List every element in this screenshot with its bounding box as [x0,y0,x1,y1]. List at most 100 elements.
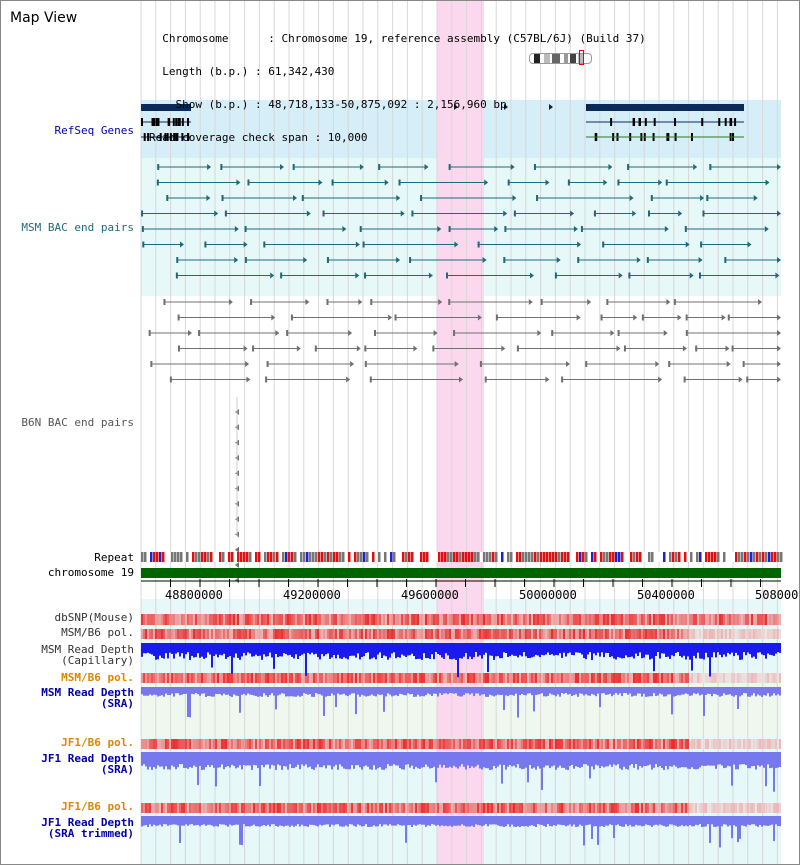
read-depth-bar [391,643,393,654]
b6n-bac-pair-end [275,330,280,336]
msm-bac-pair-end [747,241,752,248]
polymorphism-cell [339,673,341,683]
polymorphism-cell [745,614,747,625]
polymorphism-cell [189,614,191,625]
repeat-block [171,552,174,562]
polymorphism-cell [701,629,703,639]
b6n-bac-pair-end [576,314,581,321]
polymorphism-cell [267,614,269,625]
read-depth-bar [387,643,389,660]
repeat-block [279,552,282,562]
repeat-block [465,552,468,562]
refseq-exon [153,118,156,126]
read-depth-bar [313,816,315,826]
polymorphism-cell [317,629,319,639]
polymorphism-cell [533,739,535,749]
polymorphism-cell [445,629,447,639]
read-depth-bar [417,687,419,695]
polymorphism-cell [411,614,413,625]
polymorphism-cell [539,803,541,813]
polymorphism-cell [715,629,717,639]
polymorphism-cell [265,673,267,683]
refseq-exon [141,118,144,126]
read-depth-bar [633,752,635,768]
polymorphism-cell [723,803,725,813]
read-depth-bar [415,752,417,767]
polymorphism-cell [241,803,243,813]
polymorphism-cell [441,629,443,639]
read-depth-bar [637,643,639,656]
read-depth-bar [213,643,215,656]
read-depth-bar [199,816,201,827]
polymorphism-cell [337,614,339,625]
b6n-bac-pair-end [516,345,519,352]
repeat-block [285,552,288,562]
polymorphism-cell [703,614,705,625]
polymorphism-cell [393,629,395,639]
polymorphism-cell [575,739,577,749]
polymorphism-cell [533,673,535,683]
b6n-bac-pair-end [374,330,377,336]
read-depth-bar [659,816,661,825]
polymorphism-cell [429,629,431,639]
polymorphism-cell [425,614,427,625]
read-depth-bar [323,643,325,657]
polymorphism-cell [609,739,611,749]
polymorphism-cell [281,803,283,813]
polymorphism-cell [679,629,681,639]
polymorphism-cell [379,614,381,625]
msm-bac-pair-end [141,226,144,232]
polymorphism-cell [387,673,389,683]
polymorphism-cell [501,673,503,683]
polymorphism-cell [343,614,345,625]
polymorphism-cell [323,629,325,639]
read-depth-bar [429,752,431,769]
polymorphism-cell [421,803,423,813]
read-depth-bar [179,687,181,696]
polymorphism-cell [767,629,769,639]
polymorphism-cell [553,614,555,625]
read-depth-bar [401,752,403,770]
polymorphism-cell [617,739,619,749]
polymorphism-cell [627,629,629,639]
read-depth-bar [421,687,423,696]
read-depth-bar [185,816,187,825]
polymorphism-cell [563,803,565,813]
chromosome-ideogram[interactable] [529,53,592,64]
polymorphism-cell [349,673,351,683]
read-depth-bar [641,687,643,697]
axis-tick-label: 50800000 [755,588,799,602]
read-depth-bar [711,752,713,766]
b6n-bac-pair-end [616,345,621,352]
b6n-bac-label[interactable]: B6N BAC end pairs [21,416,134,429]
read-depth-bar [527,687,529,694]
polymorphism-cell [609,803,611,813]
polymorphism-cell [231,614,233,625]
read-depth-bar [503,816,505,827]
read-depth-bar [201,687,203,694]
polymorphism-cell [259,629,261,639]
refseq-genes-label[interactable]: RefSeq Genes [54,124,134,137]
polymorphism-cell [329,739,331,749]
read-depth-bar [563,687,565,694]
msm-bac-label[interactable]: MSM BAC end pairs [21,221,134,234]
polymorphism-cell [353,739,355,749]
polymorphism-cell [295,629,297,639]
polymorphism-cell [411,803,413,813]
polymorphism-cell [663,739,665,749]
b6n-bac-pair-end [495,314,498,321]
polymorphism-cell [167,614,169,625]
polymorphism-cell [261,629,263,639]
read-depth-bar [505,752,507,770]
polymorphism-cell [419,673,421,683]
polymorphism-cell [745,739,747,749]
polymorphism-cell [355,739,357,749]
read-depth-bar [511,687,513,695]
polymorphism-cell [157,614,159,625]
polymorphism-cell [391,614,393,625]
polymorphism-cell [153,673,155,683]
read-depth-bar [653,816,655,826]
read-depth-bar [611,643,613,657]
polymorphism-cell [279,614,281,625]
polymorphism-cell [555,739,557,749]
